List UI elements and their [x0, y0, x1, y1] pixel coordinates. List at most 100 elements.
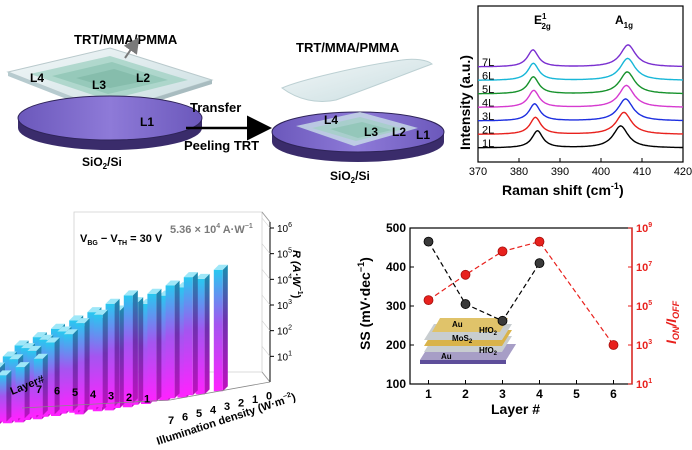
z-tick-label: 105	[277, 248, 292, 261]
ss-ytick-right-label: 107	[636, 261, 652, 274]
bar-side	[120, 305, 125, 408]
bar-top	[0, 362, 5, 368]
inset-hfo2-top: HfO2	[479, 326, 498, 337]
raman-legend-7L: 7L	[482, 57, 494, 69]
ss-point	[423, 236, 434, 247]
bar-top	[93, 309, 108, 315]
bar-side	[132, 290, 138, 404]
bar-front	[165, 285, 175, 399]
bar-top	[183, 272, 198, 278]
bar-top	[195, 273, 210, 279]
ss-ylabel-left: SS (mV·dec−1)	[356, 257, 373, 350]
ss-xtick-label: 6	[610, 387, 617, 401]
bar-L4-I1	[123, 290, 138, 404]
bar-top	[51, 323, 65, 329]
bar-L1-I1	[33, 353, 48, 416]
bar-front	[15, 367, 25, 419]
z-gridline	[261, 217, 271, 229]
bar-front	[63, 334, 73, 412]
bar-top	[63, 329, 78, 335]
ss-ytick-left-label: 100	[386, 377, 406, 391]
bar-side	[156, 288, 162, 402]
bar-top	[105, 298, 120, 304]
raman-xlabel: Raman shift (cm-1)	[502, 181, 624, 198]
bar-L1-I2	[15, 362, 30, 419]
onoff-point	[608, 340, 619, 350]
onoff-point	[534, 236, 545, 247]
bar-top	[87, 307, 102, 313]
bar-L6-I2	[165, 280, 180, 399]
raman-series-7L	[478, 44, 683, 68]
bar-front	[0, 375, 7, 422]
ss-xtick-label: 5	[573, 387, 580, 401]
layer-label-l4-left: L4	[30, 71, 44, 85]
z-tick-label: 106	[277, 222, 292, 235]
raman-legend-6L: 6L	[482, 71, 494, 83]
ss-xtick-label: 3	[499, 387, 506, 401]
bar-top	[123, 290, 138, 296]
z-tick-label: 102	[277, 325, 292, 338]
bar-front	[147, 293, 157, 402]
bar-front	[105, 303, 115, 407]
bar-top	[69, 315, 84, 321]
transfer-schematic: TRT/MMA/PMMA L4 L3 L2 L1 SiO2/Si Transfe…	[6, 32, 445, 185]
bar-L3-I1	[93, 309, 108, 408]
bar-front	[45, 342, 55, 415]
ss-ytick-left-label: 200	[386, 338, 406, 352]
bar-side	[102, 309, 108, 408]
bar-top	[75, 318, 90, 324]
base-label-left: L1	[140, 115, 154, 129]
substrate-label-right: SiO2/Si	[330, 169, 370, 185]
bar-L3-I2	[75, 318, 90, 411]
ss-ytick-right-label: 105	[636, 300, 652, 313]
bar-top	[39, 334, 54, 340]
bar-L4-I2	[105, 298, 120, 407]
z-gridline	[261, 320, 271, 331]
raman-series-2L	[478, 111, 684, 135]
onoff-point	[460, 269, 471, 280]
illum-tick-label: 5	[196, 408, 202, 420]
bar-front	[195, 278, 205, 395]
device-inset	[420, 318, 516, 364]
bar-top	[15, 362, 30, 368]
illum-tick-label: 4	[210, 405, 217, 417]
layer-tick-label: 4	[90, 389, 97, 401]
raman-legend-1L: 1L	[482, 138, 494, 150]
layer-tick-label: 6	[54, 386, 60, 398]
layer-tick-label: 2	[126, 392, 132, 404]
z-gridline	[261, 243, 271, 254]
ss-ylabel-right: ION/IOFF	[663, 300, 681, 344]
bar-L7-I2	[195, 273, 210, 395]
bar-top	[0, 370, 12, 376]
bar-top	[147, 288, 162, 294]
z-tick-label: 104	[277, 273, 292, 286]
layer-label-l1-right: L1	[416, 128, 430, 142]
bar-top	[32, 332, 47, 338]
layer-tick-label: 1	[144, 394, 150, 406]
layer-label-l2-right: L2	[392, 125, 406, 139]
illum-tick-label: 3	[224, 401, 230, 413]
layer-label-l3-right: L3	[364, 125, 378, 139]
bar-side	[204, 273, 210, 395]
raman-legend-3L: 3L	[482, 111, 494, 123]
raman-series-4L	[478, 84, 683, 108]
bar-side	[138, 297, 144, 405]
layer-label-l2-left: L2	[136, 71, 150, 85]
onoff-point	[497, 246, 508, 257]
ss-point	[497, 315, 508, 326]
raman-peak-e2g: E1 2g	[534, 12, 551, 31]
ss-ytick-right-label: 109	[636, 222, 652, 235]
raman-legend-5L: 5L	[482, 84, 494, 96]
inset-top-au: Au	[452, 320, 463, 329]
layer-label-l3-left: L3	[92, 78, 106, 92]
stack-label-right: TRT/MMA/PMMA	[296, 40, 400, 55]
onoff-point	[423, 295, 434, 306]
raman-xtick-label: 390	[551, 166, 569, 178]
bar-front	[75, 323, 85, 411]
substrate-label-left: SiO2/Si	[82, 155, 122, 171]
raman-xtick-label: 400	[592, 166, 610, 178]
bar-L1-I3	[0, 370, 12, 422]
